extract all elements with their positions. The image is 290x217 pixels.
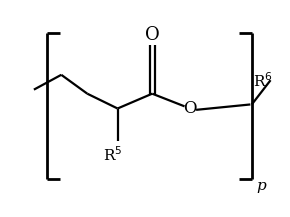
Text: O: O (183, 100, 197, 117)
Text: O: O (145, 26, 160, 44)
Text: p: p (256, 179, 266, 192)
Text: R$^{5}$: R$^{5}$ (103, 145, 123, 164)
Text: R$^{6}$: R$^{6}$ (253, 71, 273, 90)
